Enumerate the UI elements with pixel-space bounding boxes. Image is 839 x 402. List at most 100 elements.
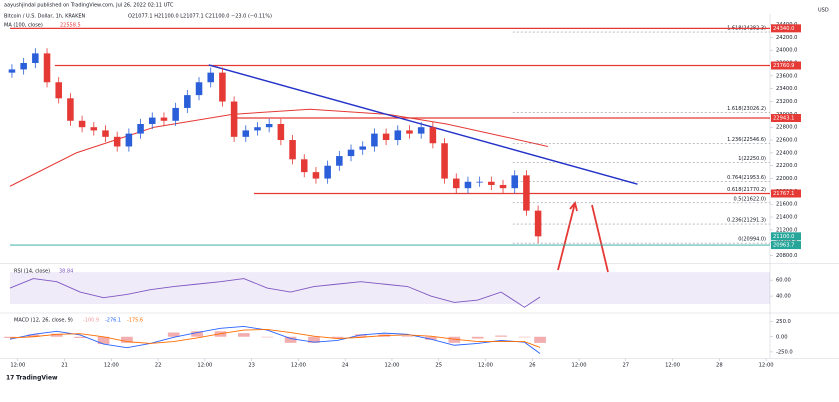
candle-body bbox=[90, 127, 98, 131]
candle-body bbox=[523, 175, 530, 211]
level-tag bbox=[771, 61, 801, 70]
candle-body bbox=[184, 95, 191, 108]
candle-body bbox=[452, 178, 460, 189]
level-tag bbox=[771, 24, 801, 33]
level-tag bbox=[771, 189, 801, 198]
fib-label: 1.618(23026.2) bbox=[727, 106, 766, 112]
pane-value: 38.84 bbox=[59, 269, 73, 275]
last-price-label: 21100.0 bbox=[773, 234, 794, 240]
histogram-bar bbox=[354, 334, 367, 337]
fib-label: 0.764(21953.6) bbox=[727, 175, 766, 181]
candle-body bbox=[289, 140, 296, 160]
x-tick-label: 21 bbox=[61, 363, 68, 369]
fib-label: 0.5(21622.0) bbox=[733, 196, 766, 202]
ohlc: O21077.1 H21100.0 L21077.1 C21100.0 −23.… bbox=[128, 14, 272, 20]
x-tick-label: 23 bbox=[248, 363, 255, 369]
candle-body bbox=[324, 165, 331, 179]
histogram-bar bbox=[425, 336, 437, 340]
indicator-line bbox=[9, 278, 541, 308]
histogram-bar bbox=[74, 336, 86, 338]
projection-down bbox=[591, 204, 609, 273]
level-label: 24340.0 bbox=[773, 26, 794, 32]
last-price-tag bbox=[771, 232, 801, 241]
x-tick-label: 12:00 bbox=[572, 363, 587, 369]
moving-average bbox=[9, 108, 548, 187]
candle-body bbox=[499, 184, 507, 189]
histogram-bar bbox=[471, 336, 484, 339]
brand-logo: 17 bbox=[6, 375, 14, 382]
y-tick-label: 23200.0 bbox=[776, 99, 797, 105]
y-tick-label: 24200.0 bbox=[776, 35, 797, 41]
candle-body bbox=[78, 120, 86, 128]
candle-body bbox=[8, 69, 16, 73]
histogram-bar bbox=[284, 336, 297, 343]
fib-label: 1(22250.0) bbox=[738, 156, 766, 162]
x-tick-label: 22 bbox=[155, 363, 162, 369]
candle-body bbox=[371, 133, 378, 147]
candle-body bbox=[32, 53, 39, 64]
histogram-bar bbox=[97, 336, 110, 345]
y-tick-label: 22000.0 bbox=[776, 176, 797, 182]
pane-title: RSI (14, close) bbox=[14, 269, 50, 275]
candle-body bbox=[312, 172, 320, 179]
indicator-line bbox=[9, 325, 541, 354]
candle-body bbox=[441, 143, 448, 179]
histogram-bar bbox=[4, 336, 16, 338]
projection-arrows bbox=[557, 201, 609, 273]
candle-body bbox=[265, 123, 273, 128]
histogram-bar bbox=[238, 333, 250, 337]
y-tick-label: 21600.0 bbox=[776, 202, 797, 208]
y-tick-label: 23600.0 bbox=[776, 73, 797, 79]
candle-body bbox=[476, 181, 483, 183]
fib-label: 1.236(22546.6) bbox=[727, 137, 766, 143]
arrow-head bbox=[569, 201, 578, 212]
price-line-tag bbox=[771, 241, 801, 250]
y-tick-label: 0.00 bbox=[776, 334, 788, 340]
candle-body bbox=[113, 136, 121, 147]
y-tick-label: 20800.0 bbox=[776, 253, 797, 259]
pane-value: -175.6 bbox=[127, 318, 143, 324]
y-tick-label: 22800.0 bbox=[776, 125, 797, 131]
candle-body bbox=[219, 72, 226, 102]
pane-title: MACD (12, 26, close, 9) bbox=[14, 318, 73, 324]
candle-body bbox=[406, 130, 413, 134]
ma-label: MA (100, close) bbox=[4, 23, 43, 29]
x-tick-label: 12:00 bbox=[10, 363, 25, 369]
candle-body bbox=[347, 149, 355, 157]
histogram-bar bbox=[27, 334, 40, 337]
ma-value: 22558.5 bbox=[60, 23, 81, 29]
y-tick-label: 21400.0 bbox=[776, 215, 797, 221]
x-tick-label: 27 bbox=[622, 363, 629, 369]
fib-label: 0(20994.0) bbox=[738, 237, 766, 243]
level-label: 21767.1 bbox=[773, 191, 794, 197]
level-label: 22943.1 bbox=[773, 116, 794, 122]
histogram-bar bbox=[308, 336, 320, 343]
candle-body bbox=[207, 72, 214, 83]
histogram-bar bbox=[495, 335, 507, 337]
brand-text: TradingView bbox=[16, 375, 58, 382]
y-tick-label: 60.00 bbox=[776, 278, 791, 284]
brand: 17 TradingView bbox=[6, 375, 58, 382]
candle-body bbox=[488, 181, 495, 185]
candle-body bbox=[102, 130, 109, 137]
x-tick-label: 12:00 bbox=[104, 363, 119, 369]
candle-body bbox=[359, 146, 366, 150]
candle-body bbox=[300, 159, 308, 173]
price-line-label: 20963.7 bbox=[773, 243, 794, 249]
candle-body bbox=[160, 117, 168, 121]
level-label: 23760.9 bbox=[773, 63, 794, 69]
histogram-bar bbox=[534, 336, 546, 343]
x-tick-label: 12:00 bbox=[478, 363, 493, 369]
candle-body bbox=[20, 63, 27, 70]
candle-body bbox=[417, 127, 425, 134]
candle-body bbox=[464, 181, 472, 189]
candle-body bbox=[394, 130, 402, 141]
x-tick-label: 25 bbox=[435, 363, 442, 369]
candle-body bbox=[230, 101, 238, 137]
candle-body bbox=[195, 82, 203, 96]
level-tag bbox=[771, 114, 801, 123]
rsi-band bbox=[10, 272, 770, 305]
candle-body bbox=[534, 210, 542, 237]
